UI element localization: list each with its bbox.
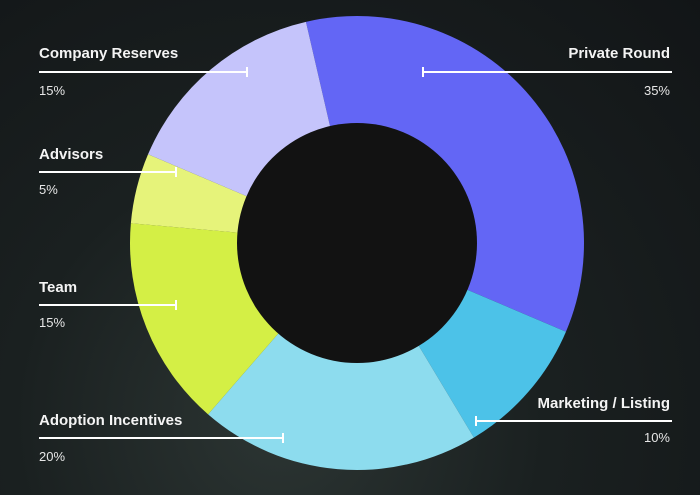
slice-value-marketing-listing: 10%: [644, 430, 670, 445]
slice-value-advisors: 5%: [39, 182, 58, 197]
slice-label-adoption-incentives: Adoption Incentives: [39, 412, 182, 429]
slice-label-private-round: Private Round: [568, 45, 670, 62]
slice-value-team: 15%: [39, 315, 65, 330]
donut-hole: [237, 123, 477, 363]
slice-label-marketing-listing: Marketing / Listing: [537, 395, 670, 412]
slice-label-team: Team: [39, 279, 77, 296]
slice-value-adoption-incentives: 20%: [39, 449, 65, 464]
slice-value-private-round: 35%: [644, 83, 670, 98]
slice-labels: Private Round 35% Marketing / Listing 10% Ad…: [39, 45, 672, 464]
slice-value-company-reserves: 15%: [39, 83, 65, 98]
slice-label-company-reserves: Company Reserves: [39, 45, 178, 62]
slice-label-advisors: Advisors: [39, 146, 103, 163]
